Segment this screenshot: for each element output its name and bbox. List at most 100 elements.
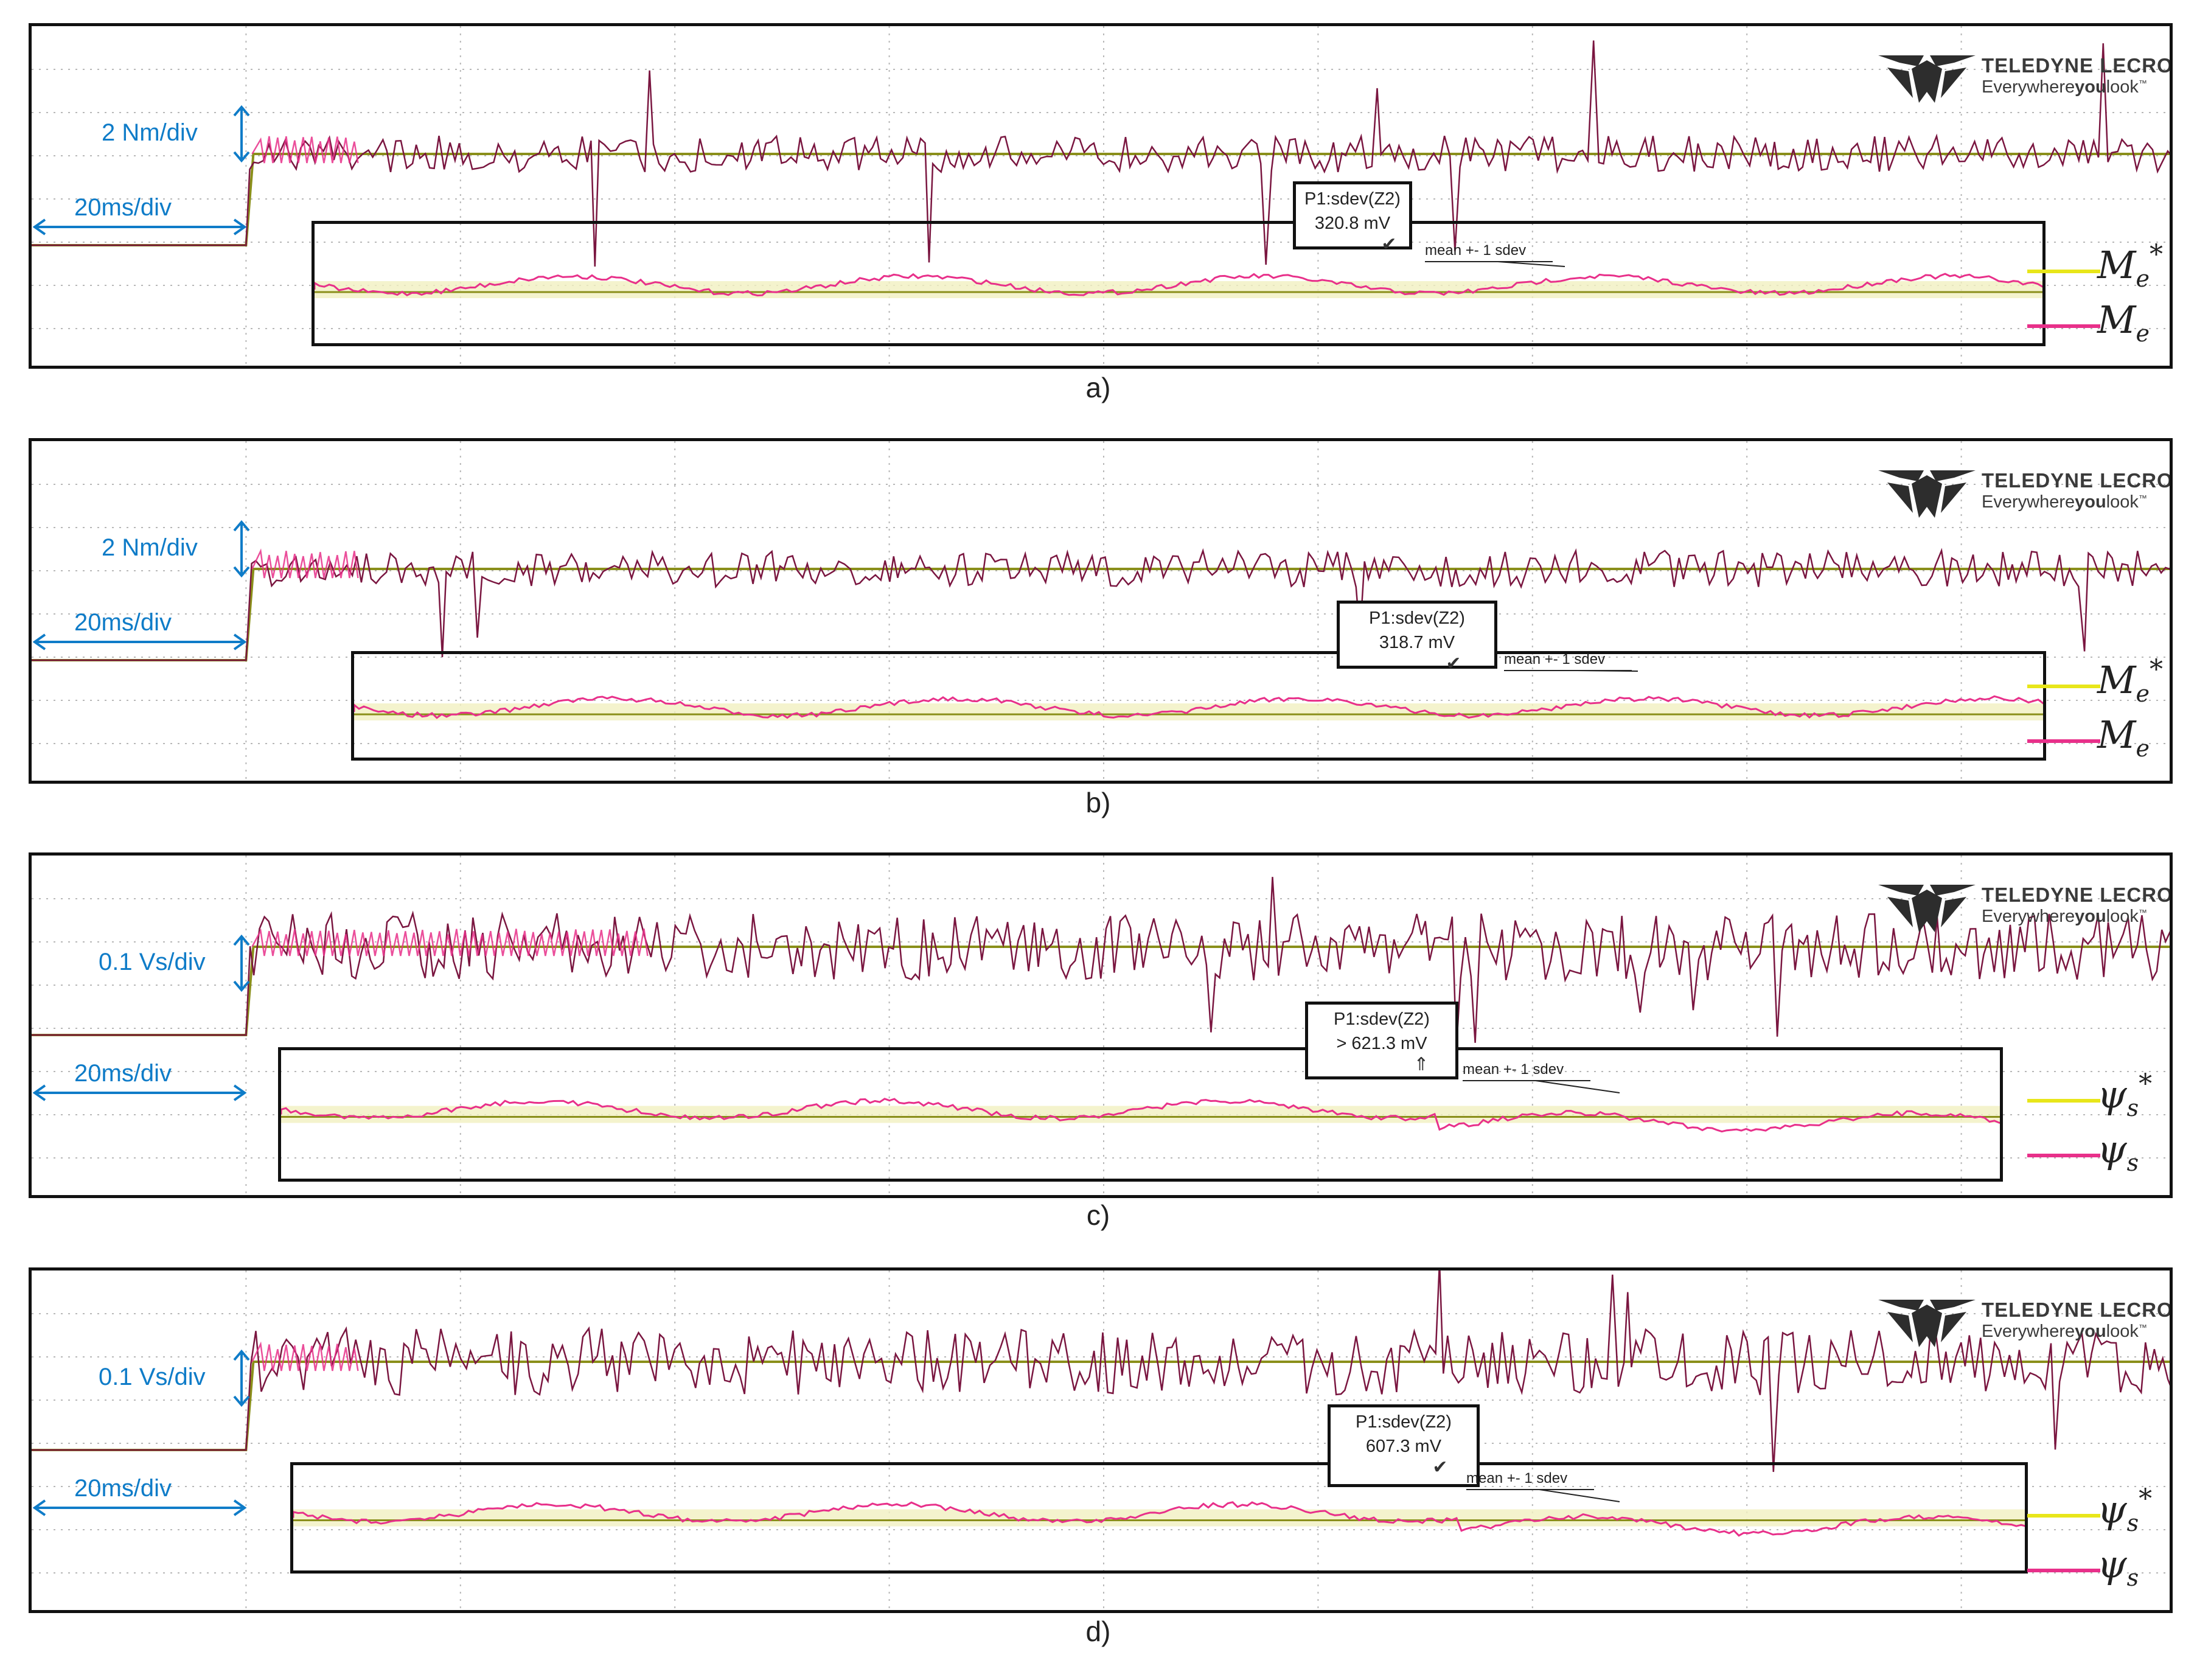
sdev-annotation: mean +- 1 sdev (1466, 1470, 1568, 1487)
annotation-leader (1535, 1080, 1620, 1093)
zoom-inset (278, 1047, 2003, 1182)
legend-label: ψs* (2097, 1483, 2153, 1536)
scope-screen (32, 856, 2170, 1195)
legend-label: ψs* (2097, 1068, 2153, 1121)
sdev-annotation: mean +- 1 sdev (1504, 651, 1606, 667)
scale-markers (32, 1349, 250, 1516)
series-measured-trace (32, 548, 2170, 661)
zoom-measured-trace (293, 1501, 2025, 1537)
brand-logo: TELEDYNE LECROY Everywhereyoulook™ (1875, 464, 2170, 519)
horizontal-scale-label: 20ms/div (74, 609, 172, 636)
brand-name: TELEDYNE LECROY (1982, 884, 2173, 906)
brand-logo: TELEDYNE LECROY Everywhereyoulook™ (1875, 1294, 2170, 1348)
annotation-leader (1497, 261, 1565, 267)
horizontal-scale-label: 20ms/div (74, 194, 172, 221)
measurement-value: 607.3 mV (1365, 1437, 1442, 1456)
panel-caption: d) (1085, 1616, 1111, 1647)
measurement-value: 320.8 mV (1314, 214, 1391, 233)
legend-swatch (2027, 1154, 2100, 1157)
series-reference-trace (32, 1361, 2170, 1451)
scope-panel-d: P1:sdev(Z2) 607.3 mV ✔ mean +- 1 sdev 0.1 Vs… (29, 1267, 2173, 1613)
sdev-band (293, 1509, 2025, 1527)
horizontal-scale-label: 20ms/div (74, 1475, 172, 1502)
legend-swatch (2027, 270, 2100, 273)
legend-swatch (2027, 1514, 2100, 1518)
legend-swatch (2027, 1099, 2100, 1103)
zoom-measured-trace (281, 1098, 2000, 1133)
zoom-trace-area (293, 1501, 2025, 1537)
measurement-box: P1:sdev(Z2) 318.7 mV ✔ (1337, 601, 1497, 673)
series-measured-trace (32, 877, 2170, 1049)
series-reference-trace (32, 568, 2170, 661)
brand-name: TELEDYNE LECROY (1982, 54, 2173, 77)
zoom-trace-area (315, 273, 2042, 298)
measurement-value: 318.7 mV (1379, 633, 1455, 652)
scope-screen (32, 26, 2170, 366)
measurement-status-icon: ✔ (1432, 1457, 1448, 1477)
series-measured-highlight (251, 548, 359, 579)
teledyne-logo-icon (1878, 470, 1976, 518)
series-measured-trace (32, 40, 2170, 267)
scope-panel-a: P1:sdev(Z2) 320.8 mV ✔ mean +- 1 sdev 2 Nm/d… (29, 23, 2173, 369)
panel-caption: a) (1085, 372, 1111, 403)
teledyne-logo-icon (1878, 1300, 1976, 1347)
panel-caption: c) (1086, 1199, 1110, 1231)
brand-tagline: Everywhereyoulook™ (1982, 492, 2147, 512)
zoom-measured-trace (315, 273, 2042, 297)
measurement-label: P1:sdev(Z2) (1356, 1412, 1452, 1432)
scope-screen (32, 1270, 2170, 1610)
sdev-annotation: mean +- 1 sdev (1425, 242, 1527, 259)
measurement-label: P1:sdev(Z2) (1369, 608, 1465, 628)
measurement-status-icon: ✔ (1446, 654, 1461, 674)
zoom-inset (351, 651, 2046, 761)
scale-markers (32, 105, 250, 235)
scale-markers (32, 934, 250, 1101)
zoom-trace-area (354, 695, 2043, 720)
vertical-scale-label: 2 Nm/div (102, 534, 198, 561)
series-measured-trace (32, 1270, 2170, 1473)
scope-screen (32, 441, 2170, 781)
scope-panel-b: P1:sdev(Z2) 318.7 mV ✔ mean +- 1 sdev 2 Nm/d… (29, 438, 2173, 784)
vertical-scale-label: 2 Nm/div (102, 119, 198, 146)
zoom-inset (290, 1462, 2028, 1574)
sdev-annotation: mean +- 1 sdev (1463, 1061, 1564, 1078)
legend-label: Me* (2097, 239, 2163, 292)
zoom-inset (312, 221, 2046, 346)
measurement-box: P1:sdev(Z2) > 621.3 mV ⇑ (1305, 1002, 1458, 1079)
measurement-status-icon: ✔ (1381, 234, 1397, 254)
legend-label: Me* (2097, 654, 2163, 707)
measurement-label: P1:sdev(Z2) (1304, 189, 1401, 209)
brand-logo: TELEDYNE LECROY Everywhereyoulook™ (1875, 49, 2170, 104)
vertical-scale-label: 0.1 Vs/div (99, 949, 206, 975)
legend-swatch (2027, 324, 2100, 328)
scale-markers (32, 520, 250, 650)
measurement-status-icon: ⇑ (1413, 1054, 1429, 1075)
legend-label: Me (2097, 298, 2150, 347)
teledyne-logo-icon (1878, 55, 1976, 103)
brand-tagline: Everywhereyoulook™ (1982, 1322, 2147, 1341)
brand-tagline: Everywhereyoulook™ (1982, 77, 2147, 97)
annotation-leader (1539, 1489, 1620, 1502)
zoom-trace-area (281, 1098, 2000, 1133)
brand-logo: TELEDYNE LECROY Everywhereyoulook™ (1875, 879, 2170, 933)
measurement-box: P1:sdev(Z2) 320.8 mV ✔ (1293, 181, 1412, 254)
legend-swatch (2027, 685, 2100, 688)
brand-name: TELEDYNE LECROY (1982, 1298, 2173, 1321)
measurement-box: P1:sdev(Z2) 607.3 mV ✔ (1328, 1404, 1480, 1487)
legend-swatch (2027, 1569, 2100, 1572)
measurement-value: > 621.3 mV (1336, 1034, 1427, 1053)
zoom-measured-trace (354, 695, 2043, 719)
legend-label: ψs (2097, 1542, 2139, 1591)
series-measured-highlight (251, 928, 649, 957)
brand-tagline: Everywhereyoulook™ (1982, 907, 2147, 926)
series-measured-highlight (251, 136, 359, 164)
panel-caption: b) (1085, 787, 1111, 818)
legend-label: ψs (2097, 1127, 2139, 1176)
teledyne-logo-icon (1878, 885, 1976, 932)
series-measured-highlight (251, 1341, 359, 1372)
brand-name: TELEDYNE LECROY (1982, 469, 2173, 492)
vertical-scale-label: 0.1 Vs/div (99, 1364, 206, 1390)
sdev-band (354, 703, 2043, 720)
scope-panel-c: P1:sdev(Z2) > 621.3 mV ⇑ mean +- 1 sdev 0.1 … (29, 852, 2173, 1198)
legend-label: Me (2097, 713, 2150, 762)
